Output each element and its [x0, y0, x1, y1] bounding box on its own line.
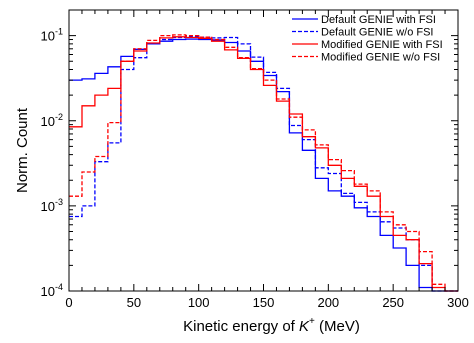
y-tick-label: 10-3: [41, 197, 63, 214]
x-tick-label: 100: [188, 295, 210, 310]
x-axis-label-superscript: +: [309, 316, 315, 327]
x-tick-label: 50: [127, 295, 141, 310]
x-tick-label: 200: [317, 295, 339, 310]
series-line-3: [69, 36, 458, 292]
legend-label: Modified GENIE w/o FSI: [321, 52, 440, 64]
x-tick-label: 250: [382, 295, 404, 310]
plot-lines: [69, 34, 458, 292]
x-axis-label: Kinetic energy of K+ (MeV): [183, 316, 360, 335]
legend-label: Modified GENIE with FSI: [321, 39, 443, 51]
y-tick-label: 10-2: [41, 112, 63, 129]
x-tick-label: 150: [253, 295, 275, 310]
x-tick-label: 0: [65, 295, 72, 310]
y-tick-label: 10-4: [41, 282, 63, 299]
series-line-4: [69, 34, 458, 292]
x-axis-label-unit: (MeV): [315, 318, 360, 335]
tick-labels: 0 50 100 150 200 250 300 10-4 10-3 10-2 10-1: [41, 27, 469, 310]
y-axis-label: Norm. Count: [14, 107, 31, 193]
x-tick-label: 300: [447, 295, 469, 310]
legend-label: Default GENIE w/o FSI: [321, 27, 433, 39]
axis-ticks: [68, 9, 459, 292]
x-axis-label-symbol: K: [299, 318, 310, 335]
y-tick-label: 10-1: [41, 27, 63, 44]
legend-label: Default GENIE with FSI: [321, 14, 436, 26]
x-axis-label-main: Kinetic energy of: [183, 318, 299, 335]
